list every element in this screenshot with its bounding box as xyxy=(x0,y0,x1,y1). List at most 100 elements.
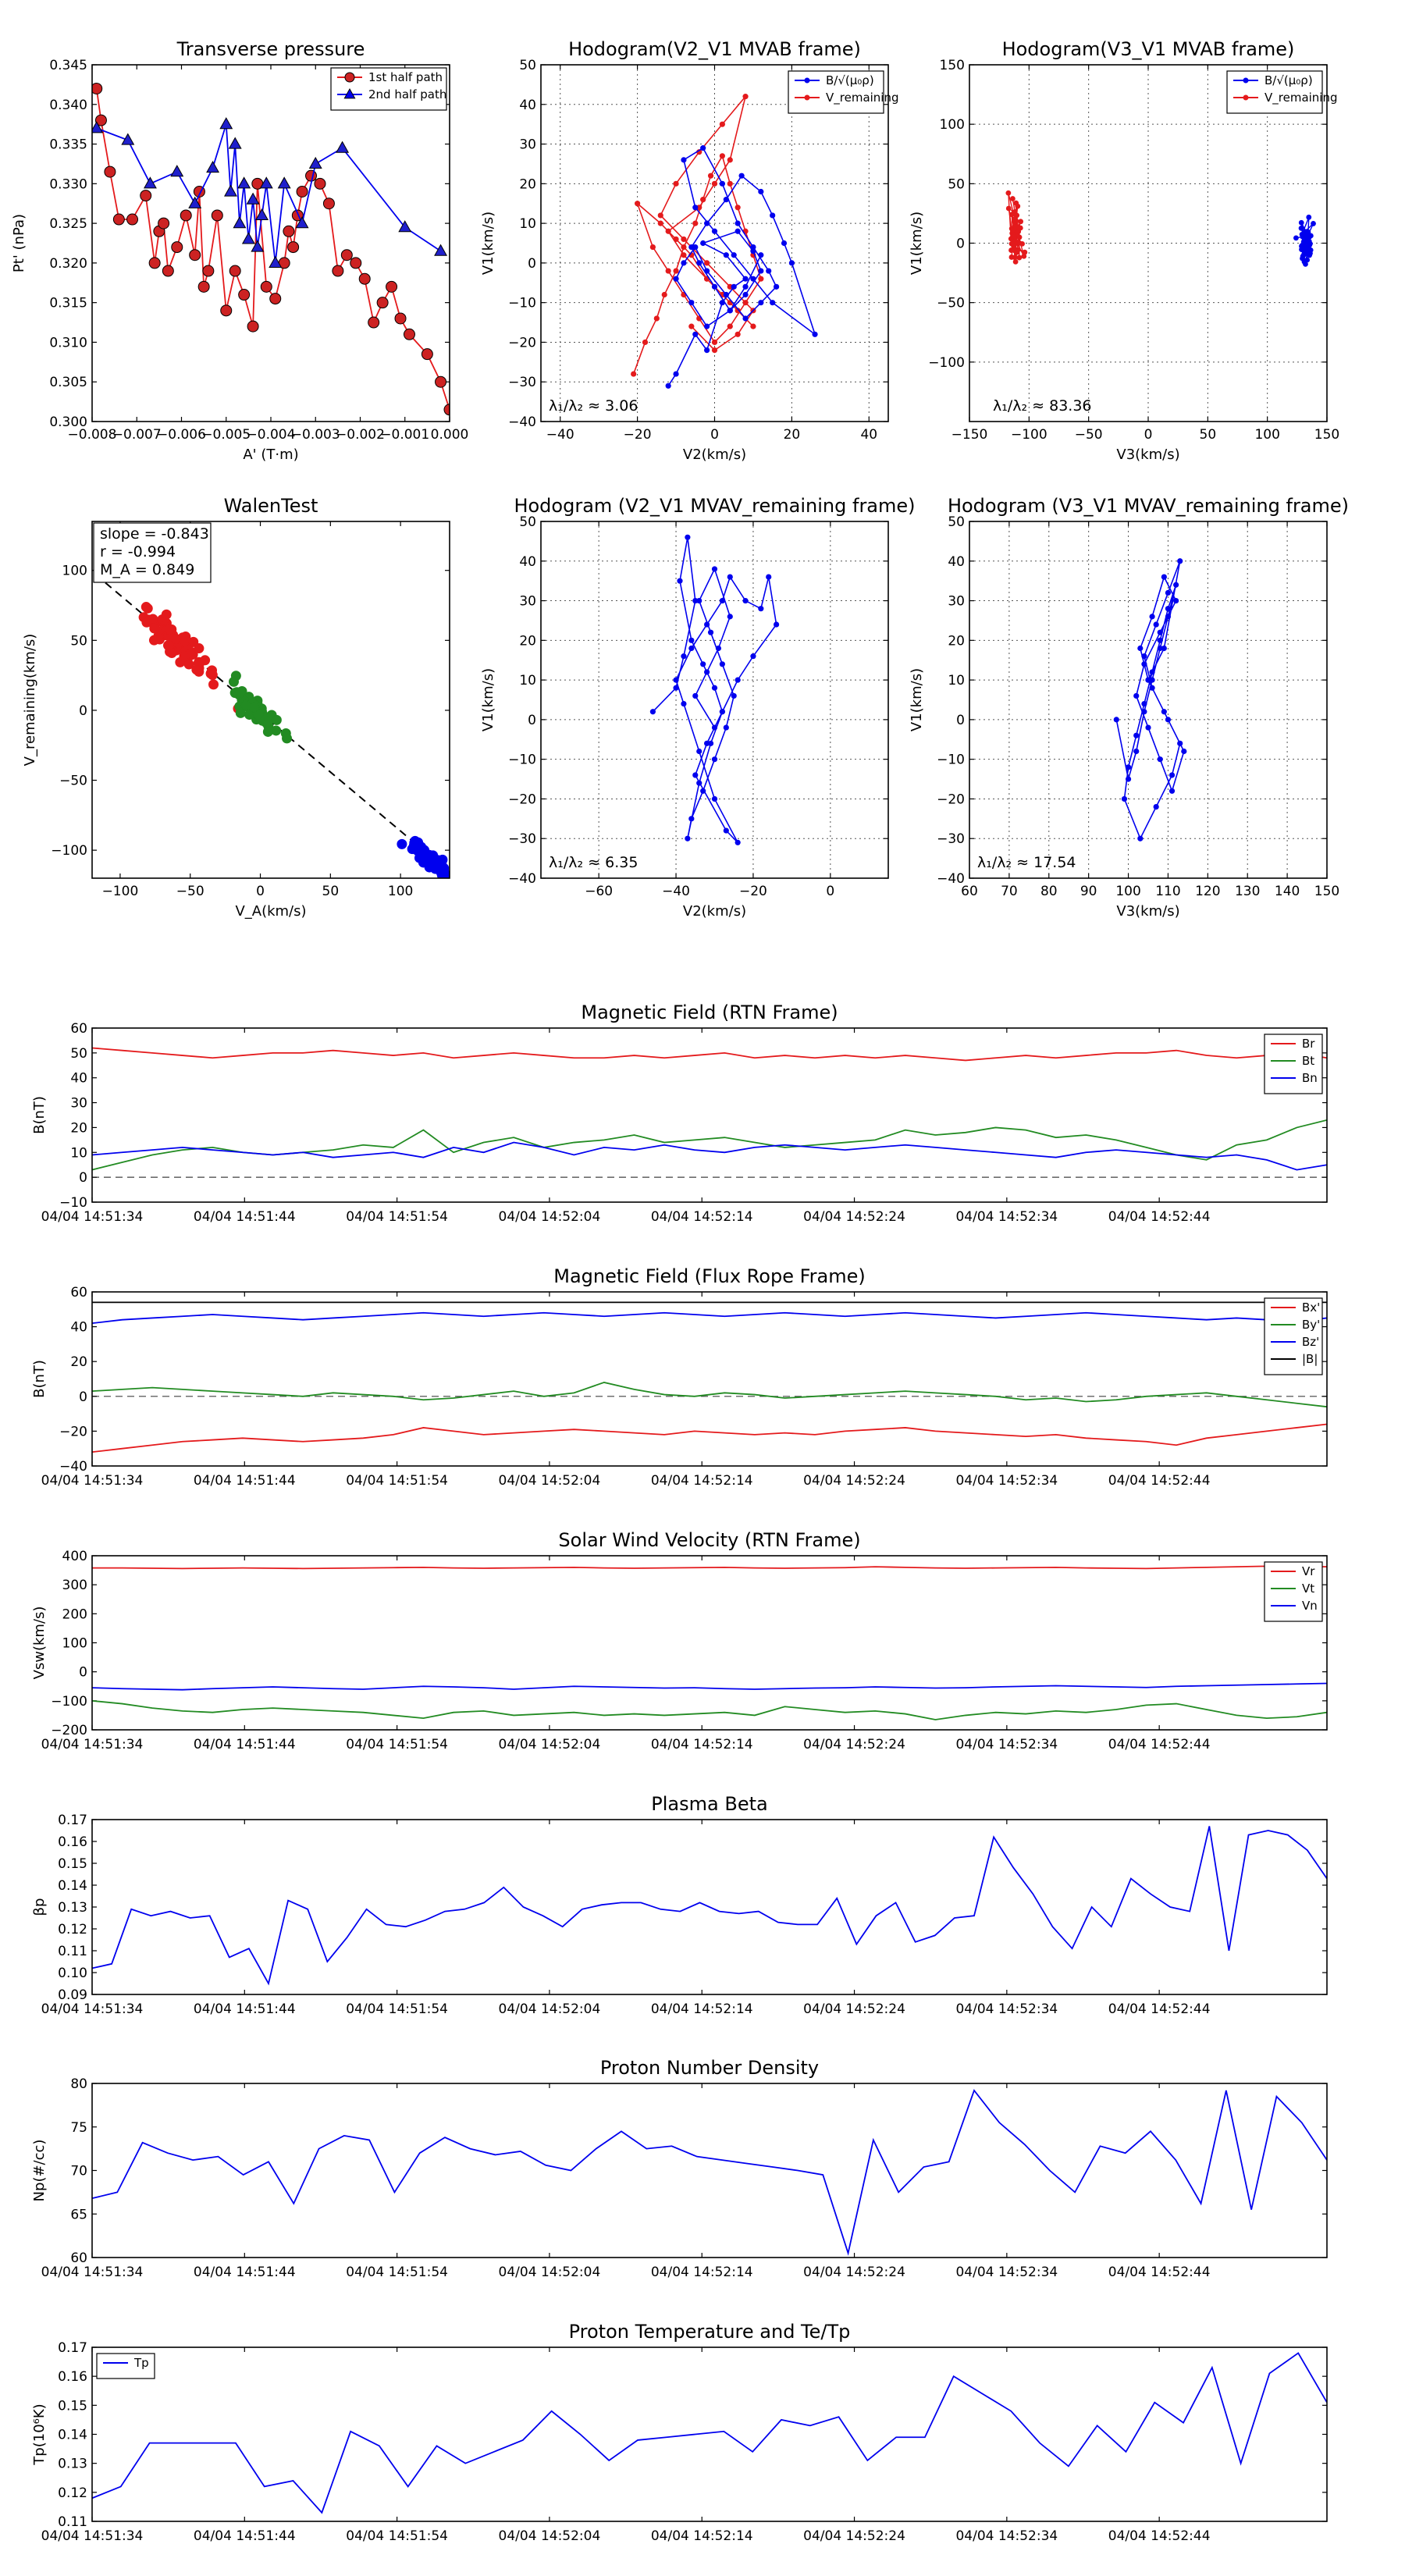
data-point xyxy=(696,597,702,604)
legend-box xyxy=(1226,70,1323,114)
data-point xyxy=(92,82,103,94)
data-point xyxy=(141,617,152,628)
data-point xyxy=(219,117,233,130)
data-point xyxy=(688,244,695,251)
data-point xyxy=(742,283,749,290)
data-point xyxy=(681,157,687,163)
chart-title: Hodogram (V3_V1 MVAV_remaining frame) xyxy=(948,495,1349,517)
legend-marker xyxy=(1243,77,1249,84)
data-point xyxy=(692,244,699,251)
data-point xyxy=(1165,589,1172,596)
x-tick-label: 100 xyxy=(1115,884,1140,899)
data-point xyxy=(237,176,251,189)
data-point xyxy=(1008,212,1015,218)
y-tick-label: 0 xyxy=(528,256,536,272)
y-tick-label: 0.12 xyxy=(58,1922,87,1937)
time-tick-label: 04/04 14:52:14 xyxy=(651,2528,753,2544)
data-point xyxy=(207,670,218,681)
data-point xyxy=(692,597,699,604)
data-point xyxy=(1133,732,1140,738)
data-point xyxy=(1157,629,1163,635)
chart-magnetic-field-flux-rope: Magnetic Field (Flux Rope Frame) −40 −20 0 2… xyxy=(31,1265,1328,1489)
data-point xyxy=(723,252,729,258)
data-point xyxy=(403,328,415,340)
x-tick-label: 0.000 xyxy=(431,427,469,443)
y-tick-label: 0.15 xyxy=(58,1856,87,1872)
x-tick-label: −100 xyxy=(102,884,139,899)
data-point xyxy=(1165,606,1172,612)
legend-marker xyxy=(1243,94,1249,101)
series-line xyxy=(1115,560,1185,841)
data-point xyxy=(1300,233,1306,240)
time-tick-label: 04/04 14:52:34 xyxy=(955,1209,1058,1225)
time-tick-label: 04/04 14:52:24 xyxy=(803,2528,905,2544)
data-point xyxy=(704,268,710,274)
legend-label: 2nd half path xyxy=(368,87,446,101)
chart-title: Proton Temperature and Te/Tp xyxy=(569,2321,851,2343)
data-point xyxy=(781,240,788,247)
series-line-br xyxy=(92,1047,1327,1062)
y-tick-label: −40 xyxy=(508,871,536,887)
y-tick-label: 0.320 xyxy=(49,256,87,272)
x-tick-label: −20 xyxy=(624,427,652,443)
y-tick-label: 20 xyxy=(519,176,536,192)
data-point xyxy=(368,316,380,329)
legend-label: 1st half path xyxy=(368,70,443,84)
data-point xyxy=(220,304,233,317)
time-tick-label: 04/04 14:52:24 xyxy=(803,2001,905,2017)
data-point xyxy=(704,323,710,329)
data-point xyxy=(305,169,318,182)
data-point xyxy=(1168,788,1176,794)
y-tick-label: 20 xyxy=(948,633,965,649)
x-tick-label: −0.006 xyxy=(157,427,206,443)
data-point xyxy=(1304,240,1310,245)
y-tick-label: 0.14 xyxy=(58,2428,87,2443)
data-point xyxy=(386,280,398,293)
data-point xyxy=(681,653,687,660)
data-point xyxy=(376,297,389,309)
data-point xyxy=(688,300,695,306)
y-tick-label: −20 xyxy=(937,792,965,807)
plot-area xyxy=(92,1565,1327,1720)
x-tick-label: 120 xyxy=(1195,884,1220,899)
data-point xyxy=(202,265,215,277)
plot-frame xyxy=(91,1555,1328,1731)
x-tick-label: −0.008 xyxy=(68,427,117,443)
data-point xyxy=(206,160,220,173)
y-tick-label: 0.315 xyxy=(49,296,87,311)
data-point xyxy=(696,748,702,755)
time-tick-label: 04/04 14:51:44 xyxy=(194,1209,296,1225)
legend-label: B/√(μ₀ρ) xyxy=(1264,73,1313,87)
data-point xyxy=(688,645,695,652)
time-tick-label: 04/04 14:52:04 xyxy=(499,2265,601,2280)
data-point xyxy=(277,176,291,189)
time-tick-label: 04/04 14:51:54 xyxy=(346,2265,448,2280)
time-tick-label: 04/04 14:51:34 xyxy=(41,2265,144,2280)
annotation-box xyxy=(93,522,212,583)
y-tick-label: 400 xyxy=(62,1549,87,1564)
eigen-ratio-annotation: λ₁/λ₂ ≈ 3.06 xyxy=(549,397,638,415)
x-tick-label: 100 xyxy=(1254,427,1279,443)
data-point xyxy=(398,220,412,233)
data-point xyxy=(711,339,718,346)
y-axis-label: V1(km/s) xyxy=(909,212,925,275)
data-point xyxy=(1157,756,1163,763)
data-point xyxy=(191,664,202,675)
data-point xyxy=(247,320,259,333)
x-tick-label: 20 xyxy=(784,427,801,443)
chart-walen-test: WalenTest −100 −50 0 50 100 −100 −50 0 50 100 V_A(k… xyxy=(22,495,450,920)
x-tick-label: −50 xyxy=(176,884,205,899)
time-tick-label: 04/04 14:52:44 xyxy=(1108,2001,1211,2017)
data-point xyxy=(1181,748,1187,755)
y-tick-label: 0.16 xyxy=(58,2369,87,2385)
chart-hodogram-v2v1-mvav: Hodogram (V2_V1 MVAV_remaining frame) −40… xyxy=(480,495,916,920)
data-point xyxy=(180,635,190,646)
fit-line xyxy=(92,570,443,867)
data-point xyxy=(685,534,691,540)
y-tick-label: 0.335 xyxy=(49,137,87,153)
data-point xyxy=(235,687,246,698)
y-tick-label: 10 xyxy=(70,1145,87,1161)
y-tick-label: 0.16 xyxy=(58,1834,87,1850)
y-tick-label: 0.330 xyxy=(49,176,87,192)
legend-marker xyxy=(804,77,810,84)
